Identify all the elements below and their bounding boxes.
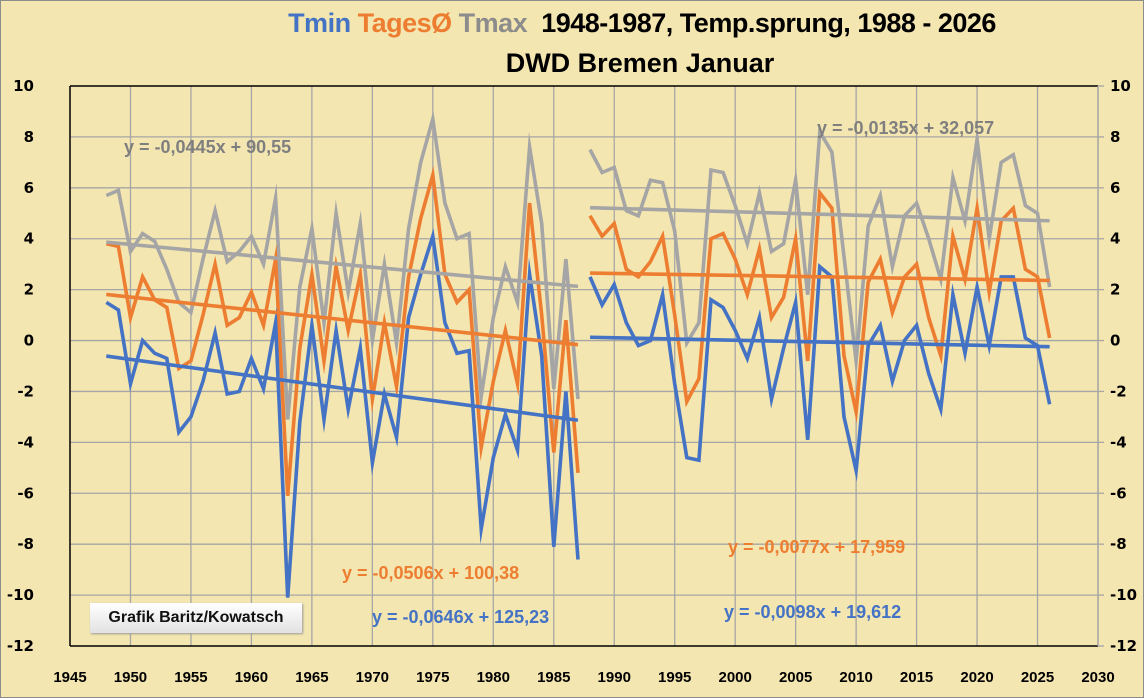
x-tick-label: 1955 — [174, 669, 207, 686]
trend-equations: y = -0,0445x + 90,55 y = -0,0506x + 100,3… — [124, 118, 994, 627]
series-line-tages-1988-2026 — [588, 188, 1052, 424]
title-tages: TagesØ — [357, 8, 453, 38]
y-tick-label-right: -10 — [1110, 586, 1137, 604]
y-tick-label-left: 10 — [13, 77, 34, 95]
x-tick-label: 2010 — [839, 669, 872, 686]
x-tick-label: 1960 — [235, 669, 268, 686]
chart-title: Tmin TagesØ Tmax 1948-1987, Temp.sprung,… — [0, 8, 1144, 39]
x-tick-label: 1950 — [114, 669, 147, 686]
x-tick-label: 2015 — [900, 669, 933, 686]
series-line-tmin-1948-1987 — [105, 228, 580, 598]
series-line-tmax-1988-2026 — [588, 125, 1052, 379]
trend-equation-tmin: y = -0,0646x + 125,23 — [372, 607, 549, 627]
x-tick-label: 1945 — [53, 669, 86, 686]
y-axis-right-ticks: 10 8 6 4 2 0 -2 -4 -6 -8 -10 -12 — [1098, 77, 1137, 655]
x-tick-label: 2025 — [1021, 669, 1054, 686]
x-axis-ticks: 1945 1950 1955 1960 1965 1970 1975 1980 1985 1990… — [53, 669, 1114, 686]
trend-equation-tmax: y = -0,0135x + 32,057 — [817, 118, 994, 138]
y-tick-label-left: -6 — [17, 484, 34, 502]
trendline-tmin-1988-2026 — [590, 335, 1050, 349]
y-tick-label-left: 8 — [24, 128, 34, 146]
y-tick-label-left: 2 — [24, 281, 34, 299]
axes — [69, 85, 1099, 647]
x-tick-label: 1990 — [598, 669, 631, 686]
series-lines — [105, 110, 1052, 598]
y-tick-label-right: -2 — [1110, 382, 1127, 400]
x-tick-label: 1985 — [537, 669, 570, 686]
trendline-tages-1988-2026 — [590, 271, 1050, 283]
x-tick-label: 1970 — [356, 669, 389, 686]
y-tick-label-right: -6 — [1110, 484, 1127, 502]
y-tick-label-right: 4 — [1110, 230, 1120, 248]
credit-label: Grafik Baritz/Kowatsch — [90, 603, 302, 633]
y-tick-label-left: -12 — [7, 637, 34, 655]
y-tick-label-right: -12 — [1110, 637, 1137, 655]
trend-equation-tmax: y = -0,0445x + 90,55 — [124, 137, 291, 157]
trend-lines — [106, 205, 1050, 423]
y-tick-label-right: -4 — [1110, 433, 1127, 451]
x-tick-label: 2005 — [779, 669, 812, 686]
series-line-tmin-1988-2026 — [588, 263, 1052, 482]
trend-equation-tages: y = -0,0077x + 17,959 — [728, 537, 905, 557]
y-tick-label-left: -8 — [17, 535, 34, 553]
x-tick-label: 2000 — [718, 669, 751, 686]
y-tick-label-left: -4 — [17, 433, 34, 451]
trendline-tages-1948-1987 — [106, 292, 579, 347]
trendline-tmax-1988-2026 — [589, 205, 1050, 223]
x-tick-label: 1965 — [295, 669, 328, 686]
y-tick-label-right: 2 — [1110, 281, 1120, 299]
y-tick-label-left: 4 — [24, 230, 34, 248]
series-line-tmax-1948-1987 — [105, 110, 580, 420]
title-tmin: Tmin — [288, 8, 351, 38]
y-tick-label-left: 6 — [24, 179, 34, 197]
x-tick-label: 2020 — [960, 669, 993, 686]
y-tick-label-right: 8 — [1110, 128, 1120, 146]
x-tick-label: 2030 — [1081, 669, 1114, 686]
series-line-tages-1948-1987 — [105, 165, 580, 496]
x-tick-label: 1975 — [416, 669, 449, 686]
title-period: 1948-1987, Temp.sprung, 1988 - 2026 — [541, 8, 996, 38]
x-tick-label: 1995 — [658, 669, 691, 686]
y-axis-left-ticks: 10 8 6 4 2 0 -2 -4 -6 -8 -10 -12 — [7, 77, 34, 655]
y-tick-label-right: 6 — [1110, 179, 1120, 197]
y-tick-label-left: -10 — [7, 586, 34, 604]
y-tick-label-right: 10 — [1110, 77, 1131, 95]
trend-equation-tages: y = -0,0506x + 100,38 — [342, 563, 519, 583]
title-tmax: Tmax — [458, 8, 528, 38]
y-tick-label-left: 0 — [24, 332, 34, 350]
trend-equation-tmin: y = -0,0098x + 19,612 — [724, 602, 901, 622]
trendline-tmin-1948-1987 — [106, 354, 579, 423]
trendline-tmax-1948-1987 — [106, 240, 579, 289]
x-tick-label: 1980 — [477, 669, 510, 686]
y-tick-label-right: 0 — [1110, 332, 1120, 350]
chart-subtitle: DWD Bremen Januar — [505, 48, 775, 78]
y-tick-label-right: -8 — [1110, 535, 1127, 553]
y-tick-label-left: -2 — [17, 382, 34, 400]
